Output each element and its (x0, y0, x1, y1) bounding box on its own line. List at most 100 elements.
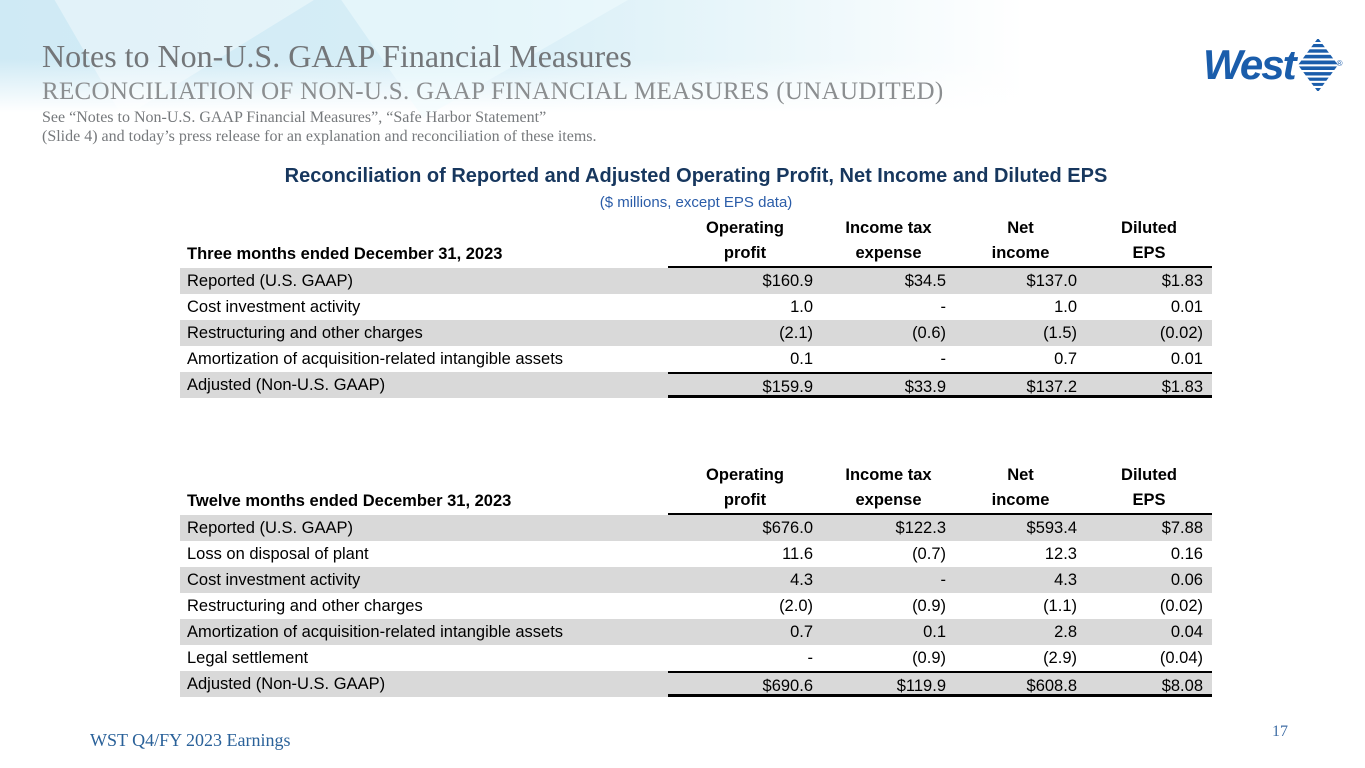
row-label: Amortization of acquisition-related inta… (187, 350, 564, 368)
cell-value: (0.6) (822, 320, 955, 346)
cell-value: $34.5 (822, 268, 955, 294)
row-label: Legal settlement (187, 649, 309, 667)
table-row: Restructuring and other charges (2.0) (0.9… (180, 593, 1212, 619)
table-header-row: Twelve months ended December 31, 2023 Ope… (180, 463, 1212, 515)
column-header: Diluted EPS (1086, 463, 1212, 515)
cell-value: 0.7 (1054, 350, 1077, 368)
cell-value: 12.3 (1044, 545, 1077, 563)
column-header-line1: Net (1007, 219, 1034, 237)
note-line-1: See “Notes to Non-U.S. GAAP Financial Me… (42, 109, 547, 126)
column-header: Income tax expense (822, 216, 955, 268)
row-label: Restructuring and other charges (180, 320, 668, 346)
table-row: Amortization of acquisition-related inta… (180, 346, 1212, 372)
cell-value: $137.0 (955, 268, 1086, 294)
cell-value: $137.2 (955, 372, 1086, 398)
cell-value: $1.83 (1086, 372, 1212, 398)
table-row: Reported (U.S. GAAP) $676.0 $122.3 $593.4 $7… (180, 515, 1212, 541)
cell-value: - (822, 567, 955, 593)
cell-value: 1.0 (790, 298, 813, 316)
row-label: Reported (U.S. GAAP) (180, 268, 668, 294)
column-header-line1: Income tax (845, 466, 932, 484)
note-line-2: (Slide 4) and today’s press release for … (42, 128, 597, 145)
page-number: 17 (1272, 723, 1288, 740)
row-label: Loss on disposal of plant (187, 545, 369, 563)
cell-value: 0.7 (668, 619, 822, 645)
twelve-months-table: Twelve months ended December 31, 2023 Ope… (180, 463, 1212, 697)
cell-value: (0.04) (1159, 649, 1203, 667)
cell-value: $1.83 (1086, 268, 1212, 294)
three-months-table: Three months ended December 31, 2023 Oper… (180, 216, 1212, 398)
column-header-line1: Diluted (1121, 466, 1177, 484)
cell-value: (2.1) (668, 320, 822, 346)
cell-value: 0.16 (1170, 545, 1203, 563)
cell-value: 0.01 (1170, 350, 1203, 368)
column-header-line1: Operating (706, 466, 784, 484)
cell-value: 0.01 (1170, 298, 1203, 316)
column-header: Net income (955, 216, 1086, 268)
column-header-line2: expense (855, 244, 922, 262)
cell-value: 4.3 (668, 567, 822, 593)
column-header-line2: income (991, 244, 1050, 262)
cell-value: $122.3 (822, 515, 955, 541)
table-header-row: Three months ended December 31, 2023 Oper… (180, 216, 1212, 268)
cell-value: - (807, 649, 814, 667)
table-row: Amortization of acquisition-related inta… (180, 619, 1212, 645)
column-header-line2: EPS (1132, 491, 1166, 509)
cell-value: $690.6 (668, 671, 822, 697)
cell-value: 0.1 (822, 619, 955, 645)
table-row: Adjusted (Non-U.S. GAAP) $690.6 $119.9 $608… (180, 671, 1212, 697)
cell-value: (1.1) (1043, 597, 1077, 615)
column-header: Net income (955, 463, 1086, 515)
table-row: Adjusted (Non-U.S. GAAP) $159.9 $33.9 $137.… (180, 372, 1212, 398)
cell-value: $676.0 (668, 515, 822, 541)
cell-value: - (940, 298, 947, 316)
table-row: Loss on disposal of plant 11.6 (0.7) 12.3 0.… (180, 541, 1212, 567)
column-header-line1: Operating (706, 219, 784, 237)
cell-value: (1.5) (955, 320, 1086, 346)
slide-note: See “Notes to Non-U.S. GAAP Financial Me… (42, 108, 596, 146)
cell-value: 0.04 (1086, 619, 1212, 645)
period-label: Three months ended December 31, 2023 (187, 245, 503, 263)
row-label: Cost investment activity (187, 298, 361, 316)
table-row: Reported (U.S. GAAP) $160.9 $34.5 $137.0 $1.… (180, 268, 1212, 294)
cell-value: (0.02) (1086, 320, 1212, 346)
column-header: Operating profit (668, 216, 822, 268)
cell-value: (0.9) (912, 649, 946, 667)
column-header-line1: Net (1007, 466, 1034, 484)
column-header-line2: income (991, 491, 1050, 509)
column-header-line1: Income tax (845, 219, 932, 237)
cell-value: 4.3 (955, 567, 1086, 593)
cell-value: $608.8 (955, 671, 1086, 697)
row-label: Adjusted (Non-U.S. GAAP) (180, 671, 668, 697)
row-label: Restructuring and other charges (187, 597, 423, 615)
west-logo: West ® (1203, 38, 1344, 92)
row-label: Amortization of acquisition-related inta… (180, 619, 668, 645)
header-band (0, 0, 1365, 118)
column-header-line2: expense (855, 491, 922, 509)
cell-value: (0.9) (912, 597, 946, 615)
cell-value: 0.06 (1086, 567, 1212, 593)
slide-title: Notes to Non-U.S. GAAP Financial Measure… (42, 38, 632, 74)
cell-value: $8.08 (1086, 671, 1212, 697)
column-header-line2: profit (723, 491, 767, 509)
cell-value: $7.88 (1086, 515, 1212, 541)
row-label: Adjusted (Non-U.S. GAAP) (180, 372, 668, 398)
cell-value: 0.1 (790, 350, 813, 368)
row-label: Reported (U.S. GAAP) (180, 515, 668, 541)
cell-value: $159.9 (668, 372, 822, 398)
slide-subtitle: RECONCILIATION OF NON-U.S. GAAP FINANCIA… (42, 78, 944, 105)
cell-value: (0.7) (912, 545, 946, 563)
footer-deck-name: WST Q4/FY 2023 Earnings (90, 730, 291, 750)
period-label: Twelve months ended December 31, 2023 (187, 492, 512, 510)
cell-value: $160.9 (668, 268, 822, 294)
cell-value: (2.9) (1043, 649, 1077, 667)
table-row: Cost investment activity 1.0 - 1.0 0.01 (180, 294, 1212, 320)
row-label: Cost investment activity (180, 567, 668, 593)
table-row: Cost investment activity 4.3-4.3 0.06 (180, 567, 1212, 593)
cell-value: $33.9 (822, 372, 955, 398)
cell-value: $593.4 (955, 515, 1086, 541)
column-header: Diluted EPS (1086, 216, 1212, 268)
table-title: Reconciliation of Reported and Adjusted … (284, 165, 1108, 187)
west-diamond-icon (1297, 39, 1338, 91)
